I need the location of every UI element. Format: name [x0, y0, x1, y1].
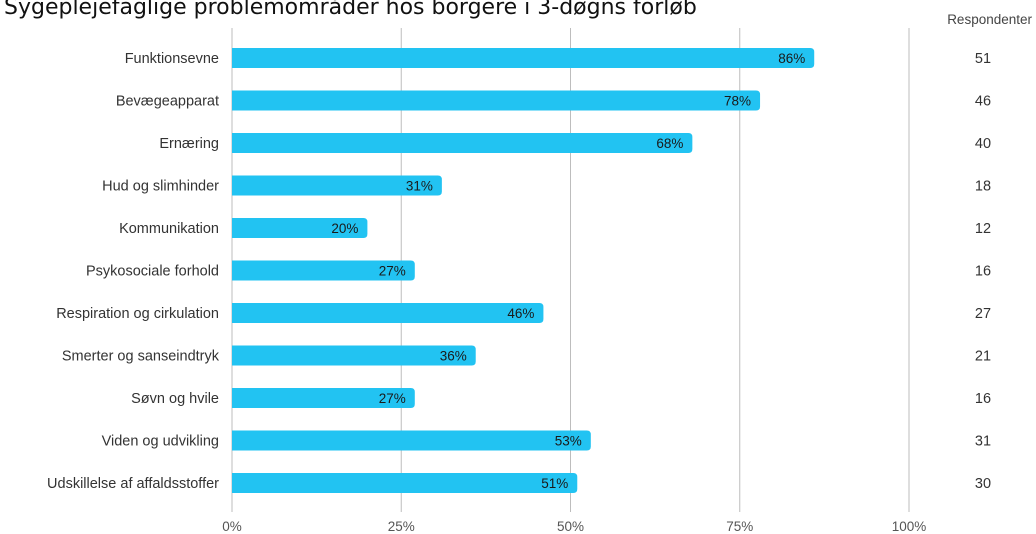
bar: [232, 48, 815, 68]
respondent-count: 51: [975, 51, 991, 67]
category-labels: Funktionsevne Bevægeapparat Ernæring Hud og…: [47, 51, 220, 492]
bar: [232, 303, 544, 323]
bar-value-label: 20%: [331, 221, 358, 236]
bar: [232, 218, 368, 238]
bar-value-label: 27%: [379, 391, 406, 406]
bar-value-label: 78%: [724, 94, 751, 109]
bar-value-label: 27%: [379, 264, 406, 279]
bar-value-label: 68%: [656, 136, 683, 151]
bar: [232, 473, 578, 493]
category-label: Smerter og sanseindtryk: [62, 349, 220, 365]
category-label: Bevægeapparat: [116, 94, 219, 110]
bar: [232, 388, 415, 408]
respondent-count: 21: [975, 349, 991, 365]
bar-value-label: 31%: [406, 179, 433, 194]
x-tick-label: 100%: [892, 519, 927, 534]
x-tick-label: 50%: [557, 519, 584, 534]
bar-value-label: 53%: [555, 434, 582, 449]
respondents-header: Respondenter: [947, 12, 1032, 27]
respondent-count: 46: [975, 94, 991, 110]
bars: 86% 78% 68% 31% 20% 27% 46% 36% 27% 53% 51%: [232, 48, 815, 493]
x-axis-ticks: 0% 25% 50% 75% 100%: [222, 519, 926, 534]
category-label: Psykosociale forhold: [86, 264, 219, 280]
x-tick-label: 0%: [222, 519, 242, 534]
bar-value-label: 86%: [778, 51, 805, 66]
bar-value-label: 51%: [541, 476, 568, 491]
respondent-count: 40: [975, 136, 991, 152]
respondent-counts: 51 46 40 18 12 16 27 21 16 31 30: [975, 51, 991, 492]
bar: [232, 430, 591, 451]
respondent-count: 18: [975, 179, 991, 195]
respondent-count: 16: [975, 391, 991, 407]
bar: [232, 260, 415, 281]
bar: [232, 90, 761, 111]
respondent-count: 12: [975, 221, 991, 237]
category-label: Hud og slimhinder: [102, 179, 219, 195]
respondent-count: 31: [975, 434, 991, 450]
category-label: Respiration og cirkulation: [56, 306, 219, 322]
x-tick-label: 25%: [388, 519, 415, 534]
bar: [232, 175, 442, 196]
category-label: Ernæring: [159, 136, 219, 152]
bar-value-label: 46%: [507, 306, 534, 321]
category-label: Viden og udvikling: [102, 434, 219, 450]
bar: [232, 133, 693, 153]
respondent-count: 16: [975, 264, 991, 280]
chart-title: Sygeplejefaglige problemområder hos borg…: [4, 0, 697, 20]
bar: [232, 345, 476, 366]
bar-value-label: 36%: [440, 349, 467, 364]
category-label: Kommunikation: [119, 221, 219, 237]
category-label: Udskillelse af affaldsstoffer: [47, 476, 219, 492]
x-tick-label: 75%: [726, 519, 753, 534]
respondent-count: 27: [975, 306, 991, 322]
category-label: Søvn og hvile: [131, 391, 219, 407]
category-label: Funktionsevne: [125, 51, 219, 67]
respondent-count: 30: [975, 476, 991, 492]
